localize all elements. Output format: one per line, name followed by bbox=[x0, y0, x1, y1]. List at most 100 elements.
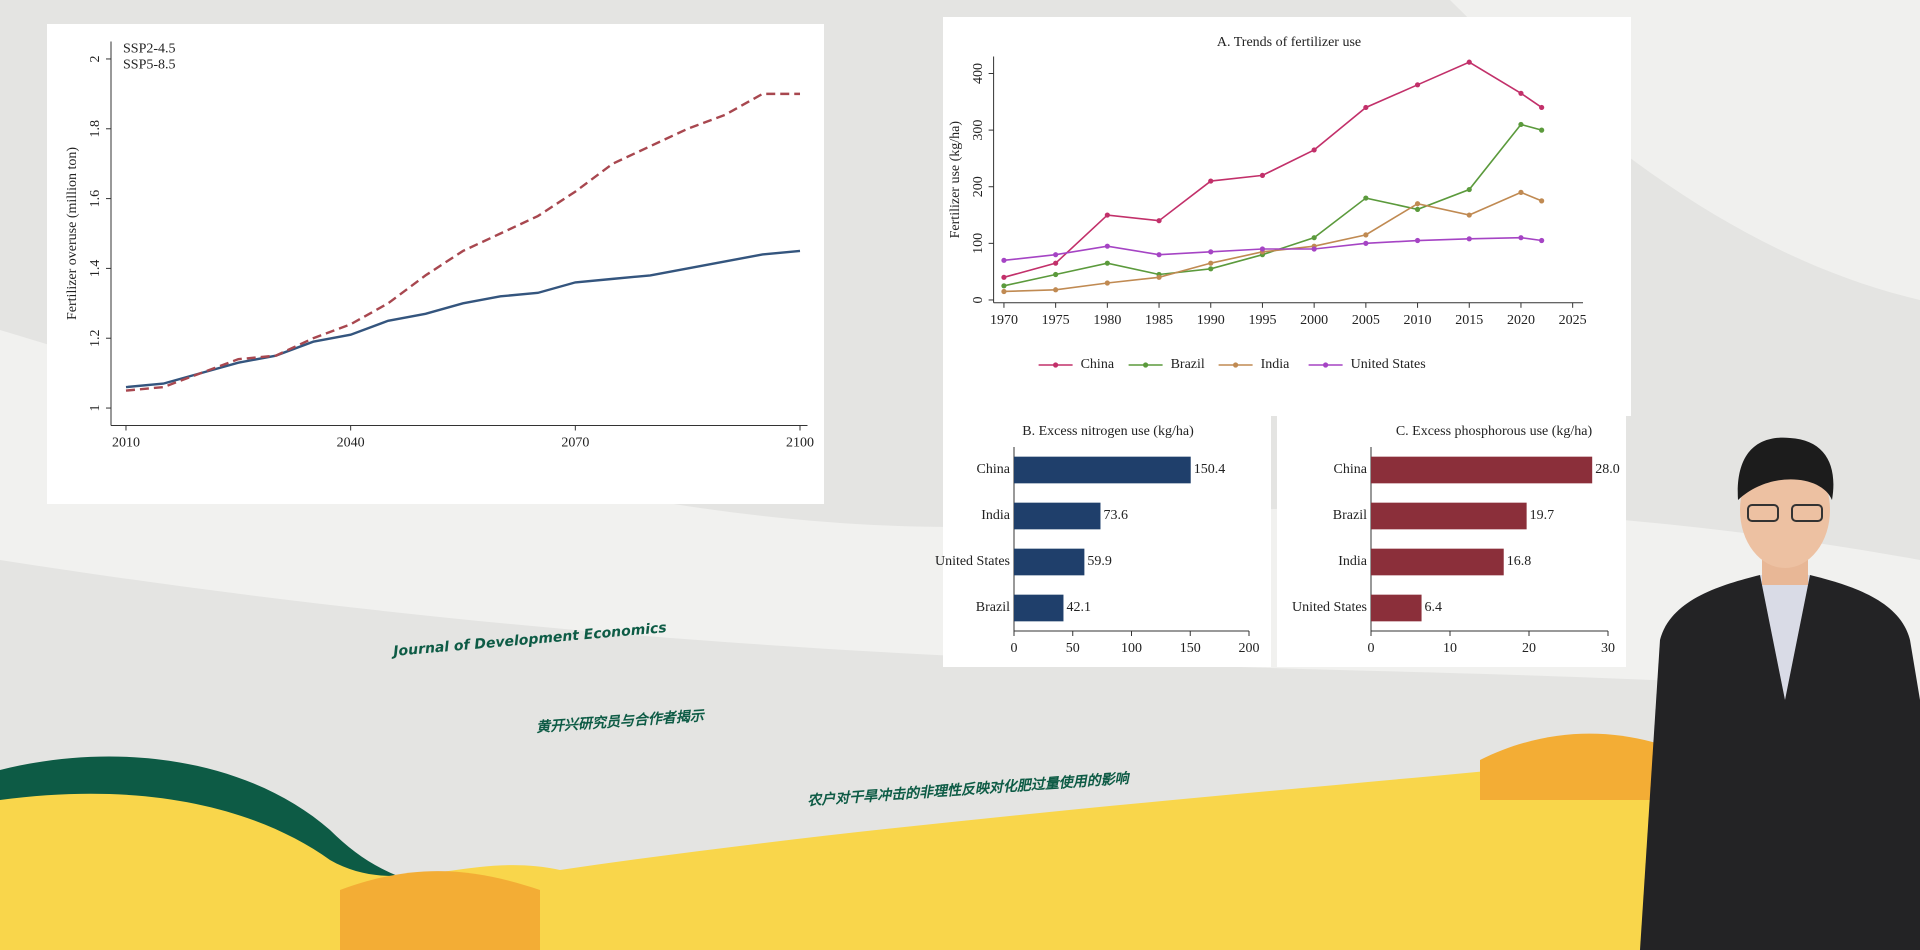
series-marker bbox=[1518, 189, 1524, 195]
y-tick-label: 400 bbox=[971, 63, 986, 84]
chart-title: B. Excess nitrogen use (kg/ha) bbox=[1022, 424, 1194, 439]
y-tick-label: 100 bbox=[971, 233, 986, 254]
series-marker bbox=[1414, 201, 1421, 207]
y-tick-label: 2 bbox=[88, 55, 103, 62]
x-tick-label: 200 bbox=[1239, 641, 1260, 656]
legend-swatch bbox=[1143, 362, 1149, 368]
x-tick-label: 1985 bbox=[1145, 313, 1173, 328]
series-marker bbox=[1053, 260, 1059, 266]
y-tick-label: India bbox=[981, 508, 1011, 523]
x-tick-label: 2010 bbox=[112, 436, 140, 451]
series-marker bbox=[1311, 246, 1317, 252]
bar bbox=[1014, 502, 1101, 530]
chart-title: A. Trends of fertilizer use bbox=[1217, 35, 1361, 50]
series-marker bbox=[1466, 186, 1472, 193]
x-tick-label: 0 bbox=[1011, 641, 1018, 656]
y-tick-label: China bbox=[977, 462, 1011, 477]
series-marker bbox=[1363, 240, 1369, 246]
y-tick-label: 1.6 bbox=[88, 190, 103, 208]
legend-label: Brazil bbox=[1171, 357, 1205, 372]
series-marker bbox=[1363, 104, 1369, 111]
y-tick-label: Brazil bbox=[976, 600, 1010, 615]
series-marker bbox=[1539, 198, 1545, 204]
series-marker bbox=[1001, 283, 1007, 289]
legend-label: SSP2-4.5 bbox=[123, 42, 176, 57]
legend-label: India bbox=[1261, 357, 1291, 372]
y-tick-label: 1 bbox=[88, 405, 103, 412]
series-marker bbox=[1414, 206, 1421, 212]
series-marker bbox=[1001, 274, 1007, 280]
x-tick-label: 2015 bbox=[1455, 313, 1483, 328]
series-marker bbox=[1104, 280, 1110, 286]
x-tick-label: 150 bbox=[1180, 641, 1201, 656]
y-tick-label: Brazil bbox=[1333, 508, 1367, 523]
orange-wave bbox=[340, 871, 540, 950]
series-marker bbox=[1053, 271, 1059, 278]
value-label: 59.9 bbox=[1087, 554, 1112, 569]
legend-label: SSP5-8.5 bbox=[123, 58, 176, 73]
value-label: 19.7 bbox=[1530, 508, 1555, 523]
series-marker bbox=[1104, 260, 1110, 266]
x-tick-label: 10 bbox=[1443, 641, 1457, 656]
person bbox=[1640, 437, 1920, 950]
bar bbox=[1014, 456, 1191, 484]
x-tick-label: 50 bbox=[1066, 641, 1080, 656]
legend-label: United States bbox=[1351, 357, 1426, 372]
x-tick-label: 2040 bbox=[337, 436, 365, 451]
value-label: 150.4 bbox=[1194, 462, 1226, 477]
value-label: 73.6 bbox=[1103, 508, 1128, 523]
series-marker bbox=[1208, 249, 1214, 255]
value-label: 6.4 bbox=[1425, 600, 1443, 615]
series-line bbox=[1003, 236, 1542, 262]
bar bbox=[1371, 594, 1422, 622]
y-tick-label: 1.4 bbox=[88, 260, 103, 278]
series-marker bbox=[1414, 82, 1421, 88]
series-marker bbox=[1001, 288, 1007, 295]
x-tick-label: 2010 bbox=[1404, 313, 1432, 328]
legend-swatch bbox=[1053, 362, 1059, 368]
series-marker bbox=[1001, 257, 1007, 263]
series-line bbox=[1003, 123, 1542, 287]
y-axis-label: Fertilizer overuse (million ton) bbox=[65, 147, 80, 320]
x-tick-label: 20 bbox=[1522, 641, 1536, 656]
series-marker bbox=[1156, 274, 1162, 280]
y-tick-label: 200 bbox=[971, 176, 986, 197]
chart-panel bbox=[943, 416, 1271, 667]
series-line bbox=[1003, 61, 1543, 279]
value-label: 42.1 bbox=[1066, 600, 1091, 615]
legend-swatch bbox=[1323, 362, 1329, 368]
series-marker bbox=[1363, 232, 1369, 238]
x-tick-label: 0 bbox=[1368, 641, 1375, 656]
x-tick-label: 2000 bbox=[1300, 313, 1328, 328]
y-tick-label: United States bbox=[1292, 600, 1367, 615]
series-marker bbox=[1053, 287, 1059, 293]
y-tick-label: 1.8 bbox=[88, 120, 103, 138]
x-tick-label: 2020 bbox=[1507, 313, 1535, 328]
chart-title: C. Excess phosphorous use (kg/ha) bbox=[1396, 424, 1593, 439]
y-tick-label: 1.2 bbox=[88, 329, 103, 347]
series-marker bbox=[1518, 90, 1524, 96]
y-tick-label: China bbox=[1334, 462, 1368, 477]
series-marker bbox=[1466, 212, 1472, 218]
x-tick-label: 2070 bbox=[561, 436, 589, 451]
series-marker bbox=[1363, 195, 1369, 201]
bar bbox=[1371, 456, 1593, 484]
x-tick-label: 2025 bbox=[1559, 313, 1587, 328]
chart-panel bbox=[943, 17, 1631, 416]
series-line bbox=[125, 92, 801, 392]
legend-swatch bbox=[1233, 362, 1239, 368]
value-label: 28.0 bbox=[1595, 462, 1620, 477]
series-marker bbox=[1311, 235, 1317, 241]
x-tick-label: 2100 bbox=[786, 436, 814, 451]
y-axis-label: Fertilizer use (kg/ha) bbox=[948, 121, 963, 239]
y-tick-label: India bbox=[1338, 554, 1368, 569]
x-tick-label: 1990 bbox=[1197, 313, 1225, 328]
x-tick-label: 1995 bbox=[1248, 313, 1276, 328]
series-marker bbox=[1104, 212, 1110, 218]
series-marker bbox=[1539, 127, 1545, 133]
bar bbox=[1371, 502, 1527, 530]
series-marker bbox=[1518, 235, 1524, 241]
x-tick-label: 30 bbox=[1601, 641, 1615, 656]
